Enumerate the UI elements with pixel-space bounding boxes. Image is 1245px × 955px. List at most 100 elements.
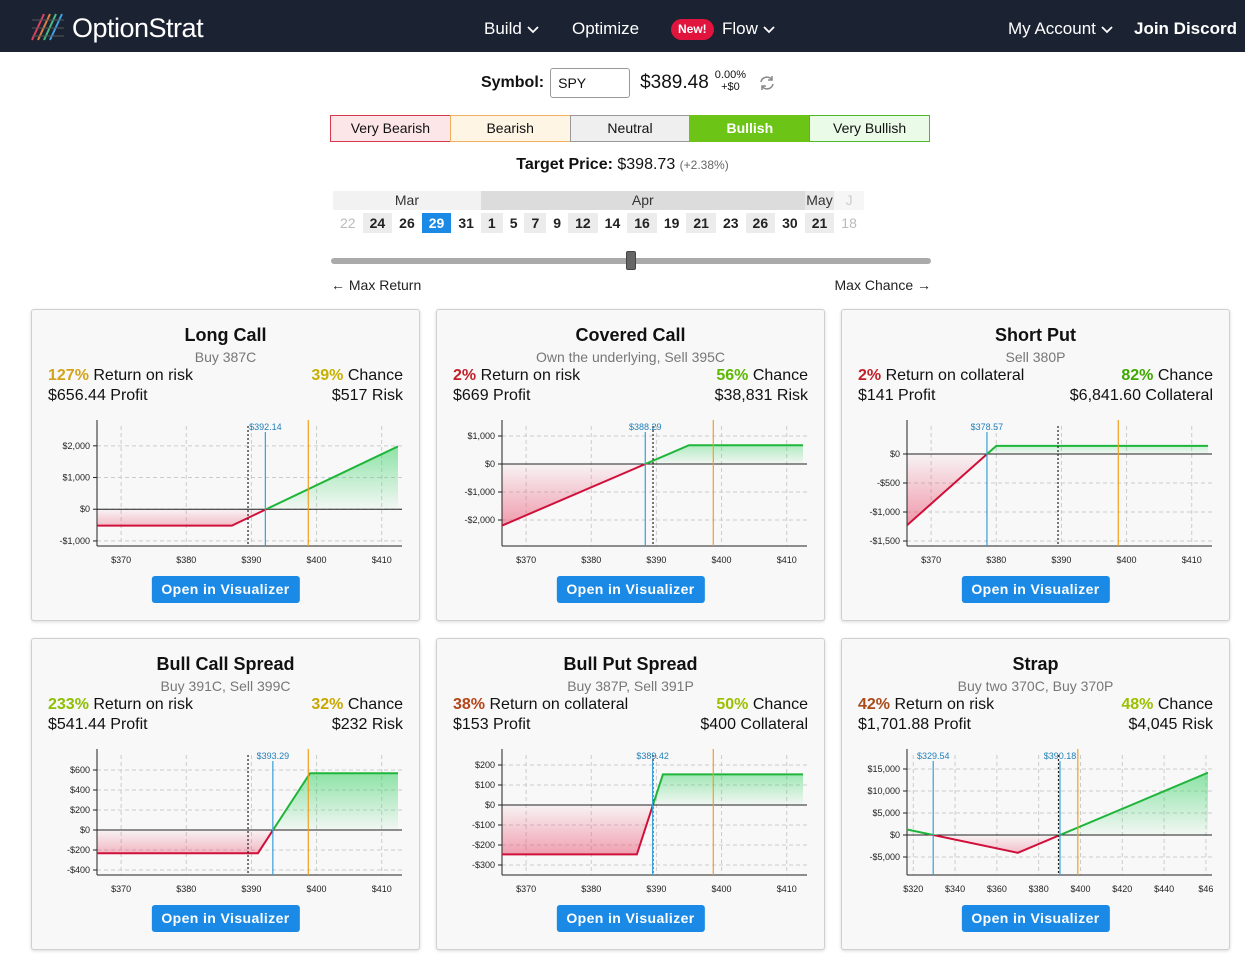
- day-row: 21: [804, 213, 835, 233]
- open-visualizer-button[interactable]: Open in Visualizer: [961, 905, 1110, 932]
- discord-link[interactable]: Join Discord: [1134, 19, 1237, 38]
- change-pct: 0.00%: [714, 69, 746, 81]
- date-option[interactable]: 22: [340, 215, 356, 231]
- x-tick-label: $380: [986, 555, 1006, 565]
- slider-right-label: Max Chance →: [834, 277, 931, 293]
- date-option[interactable]: 26: [399, 215, 415, 231]
- profit-area: [97, 446, 398, 510]
- stats-row: 127% Return on risk 39% Chance: [48, 367, 403, 385]
- profit-area: [987, 445, 1208, 455]
- date-option[interactable]: 14: [604, 215, 621, 231]
- date-option[interactable]: 5: [509, 215, 518, 231]
- sentiment-selector: Very Bearish Bearish Neutral Bullish Very Bu…: [330, 115, 930, 142]
- y-tick-label: $2,000: [62, 441, 90, 451]
- slider-thumb[interactable]: [626, 251, 636, 270]
- return-label: Return on risk: [93, 696, 193, 713]
- loss-area: [502, 805, 803, 855]
- target-price: $398.73: [617, 156, 676, 173]
- nav-item[interactable]: Build: [484, 19, 522, 38]
- sentiment-button[interactable]: Bullish: [689, 115, 811, 142]
- sentiment-button[interactable]: Very Bullish: [809, 115, 930, 142]
- date-option[interactable]: 21: [804, 213, 835, 233]
- return-label: Return on collateral: [489, 696, 629, 713]
- return-label: Return on risk: [894, 696, 995, 713]
- nav-item[interactable]: Flow: [722, 19, 758, 38]
- card-subtitle: Sell 380P: [1005, 349, 1066, 365]
- date-option[interactable]: 30: [782, 215, 798, 231]
- card-title: Short Put: [995, 325, 1076, 345]
- account-link[interactable]: My Account: [1008, 19, 1096, 38]
- open-visualizer-button[interactable]: Open in Visualizer: [556, 576, 705, 603]
- payoff-chart: $370 $380 $390 $400 $410 -$400 -$200 $0 $200 $400…: [67, 749, 402, 894]
- date-option[interactable]: 24: [362, 213, 393, 233]
- chance-pct: 39%: [311, 367, 344, 384]
- y-tick-label: -$1,000: [464, 487, 495, 497]
- date-option[interactable]: 12: [568, 213, 598, 233]
- open-visualizer-button[interactable]: Open in Visualizer: [151, 905, 300, 932]
- payoff-line-loss: [97, 830, 275, 855]
- return-stat: 233% Return on risk: [48, 696, 193, 714]
- refresh-icon[interactable]: [758, 74, 776, 92]
- payoff-chart: $370 $380 $390 $400 $410 -$1,500 -$1,000 -$500 $…: [869, 420, 1212, 565]
- x-tick-label: $390: [1051, 555, 1071, 565]
- logo-text[interactable]: OptionStrat: [72, 13, 204, 43]
- date-option[interactable]: 21: [686, 213, 716, 233]
- y-tick-label: -$1,500: [869, 536, 900, 546]
- nav-account[interactable]: My Account: [1008, 0, 1113, 52]
- date-option[interactable]: 26: [745, 213, 776, 233]
- date-option[interactable]: 7: [524, 213, 547, 233]
- risk: $232 Risk: [331, 716, 403, 733]
- loss-area: [907, 835, 1208, 853]
- x-tick-label: $380: [1029, 884, 1049, 894]
- chance-pct: 48%: [1121, 696, 1154, 713]
- x-tick-label: $400: [712, 555, 732, 565]
- symbol-input[interactable]: SPY: [550, 68, 631, 98]
- sentiment-button[interactable]: Very Bearish: [330, 115, 451, 142]
- loss-area: [97, 830, 398, 854]
- date-option[interactable]: 19: [663, 215, 680, 231]
- profit: $656.44 Profit: [48, 387, 148, 404]
- open-visualizer-button[interactable]: Open in Visualizer: [961, 576, 1110, 603]
- nav-item[interactable]: Optimize: [572, 19, 640, 38]
- chance-stat: 48% Chance: [1121, 696, 1213, 714]
- date-option[interactable]: 18: [841, 215, 857, 231]
- y-tick-label: -$100: [472, 820, 495, 830]
- y-tick-label: $0: [485, 800, 495, 810]
- sentiment-button[interactable]: Neutral: [569, 115, 691, 142]
- date-option[interactable]: 23: [722, 215, 739, 231]
- date-option[interactable]: 9: [553, 215, 562, 231]
- x-tick-label: $370: [111, 884, 131, 894]
- loss-area: [907, 454, 1208, 526]
- month-group: May 21: [804, 191, 835, 233]
- nav-build[interactable]: Build: [484, 0, 539, 52]
- sentiment-button[interactable]: Bearish: [449, 115, 571, 142]
- x-tick-label: $410: [372, 884, 392, 894]
- x-tick-label: $400: [307, 884, 327, 894]
- payoff-line-loss: [502, 805, 655, 856]
- card-subtitle: Own the underlying, Sell 395C: [535, 349, 726, 365]
- profit: $669 Profit: [453, 387, 531, 404]
- chance-label: Chance: [752, 367, 808, 384]
- month-label: Apr: [480, 191, 805, 210]
- return-label: Return on collateral: [885, 367, 1025, 384]
- chance-label: Chance: [752, 696, 808, 713]
- nav-flow[interactable]: Flow: [722, 0, 775, 52]
- breakeven-label: $392.14: [249, 422, 282, 432]
- stats-row: $656.44 Profit $517 Risk: [48, 387, 403, 405]
- open-visualizer-button[interactable]: Open in Visualizer: [151, 576, 300, 603]
- target-label: Target Price:: [516, 156, 613, 173]
- date-option[interactable]: 1: [480, 213, 503, 233]
- open-visualizer-button[interactable]: Open in Visualizer: [556, 905, 705, 932]
- chance-stat: 56% Chance: [716, 367, 808, 385]
- x-tick-label: $390: [646, 555, 666, 565]
- date-option[interactable]: 31: [458, 215, 474, 231]
- date-option[interactable]: 29: [421, 213, 452, 233]
- profit: $141 Profit: [858, 387, 936, 404]
- chance-stat: 50% Chance: [716, 696, 808, 714]
- y-tick-label: $1,000: [467, 431, 495, 441]
- profit-area: [97, 773, 398, 830]
- strategy-card: Strap Buy two 370C, Buy 370P 42% Return on…: [841, 638, 1230, 950]
- month-group: Mar 22 24 26 29 31: [333, 191, 481, 233]
- date-option[interactable]: 16: [627, 213, 657, 233]
- loss-area: [502, 463, 803, 526]
